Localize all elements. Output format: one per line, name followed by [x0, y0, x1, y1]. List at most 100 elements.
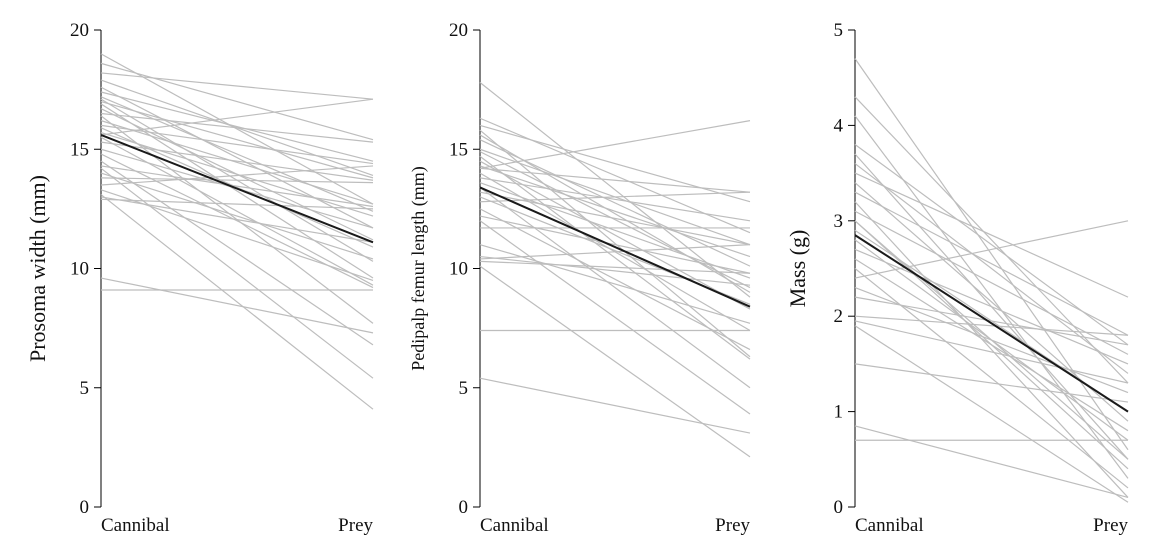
- chart-panel-2: 0 5 10 15 20 Pedipalp femur length (mm) Cannib…: [408, 20, 750, 536]
- individual-line: [854, 220, 1129, 460]
- individual-line: [854, 363, 1129, 403]
- individual-line: [479, 191, 751, 246]
- individual-line: [854, 248, 1129, 365]
- individual-line: [100, 127, 374, 248]
- individual-line: [854, 143, 1129, 346]
- individual-line: [854, 425, 1129, 499]
- individual-line: [854, 320, 1129, 384]
- chart-panel-1: 0 5 10 15 20 Prosoma width (mm) Cannibal Prey: [25, 20, 373, 536]
- individual-line: [100, 100, 374, 179]
- individual-line: [479, 377, 751, 434]
- individual-line: [479, 167, 751, 193]
- x-category-label: Cannibal: [855, 515, 924, 536]
- y-tick-label: 0: [834, 497, 844, 518]
- individual-line: [854, 258, 1129, 432]
- mean-line: [854, 234, 1129, 413]
- x-category-label: Prey: [338, 515, 373, 536]
- y-tick-label: 5: [459, 378, 469, 399]
- individual-line: [479, 160, 751, 310]
- individual-line: [100, 167, 374, 379]
- individual-line: [854, 58, 1129, 451]
- y-axis-title: Prosoma width (mm): [25, 175, 50, 362]
- individual-line: [479, 182, 751, 279]
- individual-line: [479, 244, 751, 260]
- individual-line: [100, 136, 374, 286]
- individual-line: [479, 120, 751, 169]
- y-tick-label: 3: [834, 211, 844, 232]
- y-tick-label: 10: [70, 259, 89, 280]
- individual-line: [854, 220, 1129, 279]
- mean-line: [479, 186, 751, 308]
- chart-panel-3: 0 1 2 3 4 5 Mass (g) Cannibal Prey: [785, 20, 1129, 536]
- individual-line: [100, 131, 374, 217]
- individual-line: [100, 72, 374, 100]
- individual-line: [479, 220, 751, 415]
- y-axis-title: Pedipalp femur length (mm): [408, 166, 429, 370]
- y-tick-label: 2: [834, 306, 844, 327]
- individual-line: [100, 62, 374, 141]
- individual-line: [854, 296, 1129, 346]
- y-tick-label: 5: [834, 20, 844, 41]
- individual-line: [479, 260, 751, 274]
- individual-line: [479, 117, 751, 234]
- individual-line: [100, 194, 374, 410]
- individual-line: [100, 177, 374, 184]
- individual-line: [479, 82, 751, 298]
- x-category-label: Prey: [715, 515, 750, 536]
- y-tick-label: 20: [449, 20, 468, 41]
- y-tick-label: 0: [80, 497, 90, 518]
- individual-line: [100, 91, 374, 162]
- individual-line: [100, 120, 374, 205]
- y-tick-label: 15: [70, 139, 89, 160]
- individual-line: [854, 163, 1129, 374]
- individual-line: [100, 198, 374, 210]
- y-axis-title: Mass (g): [785, 230, 810, 308]
- individual-line: [479, 208, 751, 351]
- individual-line: [479, 215, 751, 274]
- y-tick-label: 15: [449, 139, 468, 160]
- mean-line: [100, 134, 374, 244]
- x-category-label: Prey: [1093, 515, 1128, 536]
- individual-line: [854, 172, 1129, 298]
- individual-line: [100, 141, 374, 181]
- individual-line: [479, 129, 751, 358]
- individual-line: [479, 255, 751, 286]
- individual-line: [100, 86, 374, 229]
- individual-line: [479, 151, 751, 289]
- individual-line: [854, 210, 1129, 355]
- individual-line: [100, 112, 374, 143]
- individual-line: [100, 96, 374, 212]
- x-category-label: Cannibal: [480, 515, 549, 536]
- individual-line: [479, 177, 751, 222]
- individual-line: [100, 172, 374, 260]
- individual-line: [854, 201, 1129, 498]
- individual-line: [100, 196, 374, 243]
- individual-line: [479, 244, 751, 324]
- y-tick-label: 4: [834, 115, 844, 136]
- individual-line: [854, 325, 1129, 503]
- individual-line: [479, 186, 751, 389]
- individual-line: [479, 165, 751, 258]
- individual-line: [479, 155, 751, 360]
- individual-line: [100, 103, 374, 279]
- individual-line: [479, 191, 751, 203]
- individual-line: [854, 315, 1129, 336]
- individual-line: [854, 191, 1129, 336]
- individual-line: [854, 96, 1129, 384]
- individual-line: [100, 277, 374, 334]
- individual-line: [100, 98, 374, 136]
- individual-line: [100, 165, 374, 186]
- individual-line: [100, 124, 374, 165]
- y-tick-label: 0: [459, 497, 469, 518]
- individual-line: [100, 165, 374, 208]
- individual-line: [479, 265, 751, 458]
- y-tick-label: 5: [80, 378, 90, 399]
- individual-line: [100, 53, 374, 205]
- individual-line: [479, 124, 751, 203]
- individual-line: [100, 160, 374, 346]
- x-category-label: Cannibal: [101, 515, 170, 536]
- y-tick-label: 20: [70, 20, 89, 41]
- y-tick-label: 10: [449, 259, 468, 280]
- individual-line: [854, 115, 1129, 479]
